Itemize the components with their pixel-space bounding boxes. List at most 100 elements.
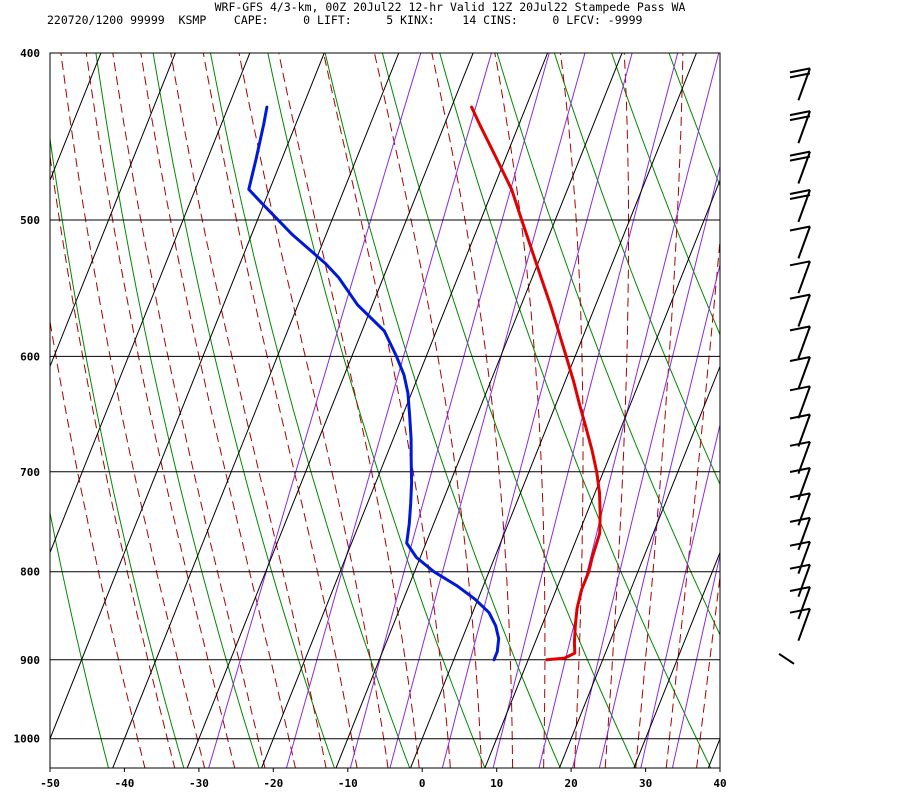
dry-adiabat-line bbox=[95, 53, 260, 768]
isotherm-line bbox=[50, 53, 325, 741]
wind-barb-staff bbox=[797, 326, 811, 359]
isotherm-line bbox=[707, 737, 720, 768]
isotherm-line bbox=[558, 365, 720, 768]
wind-barb-feather bbox=[789, 385, 811, 392]
mixing-ratio-line bbox=[640, 422, 720, 768]
temperature-tick-label: 40 bbox=[713, 777, 726, 790]
isotherm-line bbox=[186, 53, 474, 768]
wind-barb bbox=[789, 325, 811, 359]
isotherm-line bbox=[633, 551, 720, 768]
wind-barb bbox=[789, 467, 811, 501]
dry-adiabat-line bbox=[496, 53, 720, 636]
wind-barb-staff bbox=[797, 226, 811, 259]
wind-barb-feather bbox=[789, 194, 811, 200]
plot-frame bbox=[49, 52, 721, 769]
moist-adiabat-line bbox=[323, 53, 451, 768]
wind-barb-feather bbox=[789, 225, 811, 232]
pressure-tick-label: 400 bbox=[20, 47, 40, 60]
sounding-indices-line: 220720/1200 99999 KSMP CAPE: 0 LIFT: 5 K… bbox=[47, 13, 643, 27]
wind-barb-staff bbox=[797, 564, 811, 598]
wind-barb-staff bbox=[797, 414, 811, 447]
temperature-tick-label: 0 bbox=[419, 777, 426, 790]
wind-barb-feather bbox=[789, 72, 811, 79]
isotherm-line bbox=[335, 53, 623, 768]
dry-adiabat-line bbox=[50, 135, 185, 768]
sounding-profiles bbox=[247, 105, 602, 662]
pressure-axis: 400 500 600 700 800 900 1000 bbox=[14, 47, 41, 746]
isotherm-line bbox=[409, 53, 697, 768]
dry-adiabat-line bbox=[324, 53, 561, 768]
temperature-tick-label: 10 bbox=[490, 777, 503, 790]
wind-barb-staff bbox=[797, 294, 811, 327]
mixing-ratio-line bbox=[285, 53, 492, 768]
wind-barb-staff bbox=[797, 541, 811, 574]
wind-barb bbox=[778, 652, 795, 665]
moist-adiabat-line bbox=[604, 53, 630, 768]
moist-adiabat-line bbox=[665, 234, 720, 768]
wind-barb-feather bbox=[789, 150, 811, 157]
moist-adiabat-line bbox=[85, 53, 236, 768]
temperature-tick-label: 20 bbox=[564, 777, 577, 790]
mixing-ratio-line bbox=[492, 53, 679, 768]
mixing-ratio-line bbox=[389, 53, 586, 768]
wind-barb-staff bbox=[797, 385, 811, 419]
wind-barb-staff bbox=[797, 356, 811, 390]
wind-barb bbox=[789, 385, 811, 419]
temperature-tick-label: 30 bbox=[639, 777, 652, 790]
isotherm-line bbox=[50, 53, 251, 554]
dry-adiabat-line bbox=[152, 53, 335, 768]
wind-barb-staff bbox=[797, 467, 811, 501]
wind-barb-feather bbox=[789, 110, 811, 117]
pressure-tick-label: 1000 bbox=[14, 733, 41, 746]
pressure-tick-label: 900 bbox=[20, 654, 40, 667]
wind-barb bbox=[789, 67, 811, 101]
wind-barb-staff bbox=[797, 517, 811, 551]
wind-barb bbox=[789, 225, 811, 259]
wind-barb-feather bbox=[789, 586, 811, 592]
temperature-profile bbox=[470, 105, 602, 662]
wind-barb-staff bbox=[797, 608, 811, 642]
wind-barb-feather bbox=[789, 325, 811, 332]
pressure-tick-label: 800 bbox=[20, 566, 40, 579]
wind-barbs bbox=[778, 67, 811, 665]
dewpoint-profile bbox=[247, 105, 501, 662]
wind-barb bbox=[789, 110, 811, 144]
mixing-ratio-line bbox=[349, 53, 550, 768]
wind-barb-staff bbox=[797, 493, 811, 526]
dry-adiabat-line bbox=[50, 510, 110, 768]
dry-adiabat-line bbox=[881, 15, 900, 800]
wind-barb bbox=[789, 189, 811, 223]
wind-barb bbox=[789, 260, 811, 294]
isotherm-line bbox=[484, 178, 720, 768]
pressure-tick-label: 600 bbox=[20, 350, 40, 363]
isotherm-line bbox=[840, 15, 900, 800]
moist-adiabat-line bbox=[373, 53, 483, 768]
wind-barb bbox=[789, 150, 811, 184]
pressure-tick-label: 500 bbox=[20, 214, 40, 227]
wind-barb-feather bbox=[789, 293, 811, 300]
mixing-ratio-line bbox=[208, 53, 422, 768]
wind-barb-feather bbox=[789, 115, 811, 122]
isotherm-line bbox=[0, 15, 42, 800]
temperature-tick-label: -50 bbox=[40, 777, 60, 790]
wind-barb-staff bbox=[797, 586, 811, 620]
wind-barb-feather bbox=[789, 607, 811, 614]
temperature-tick-label: -10 bbox=[338, 777, 358, 790]
wind-barb-feather bbox=[789, 67, 811, 74]
temperature-axis: -50 -40 -30 -20 -10 0 10 20 30 40 bbox=[40, 768, 727, 790]
wind-barb bbox=[789, 293, 811, 327]
wind-barb-feather bbox=[789, 260, 811, 267]
wind-barb-staff bbox=[797, 441, 811, 475]
wind-barb-feather bbox=[789, 356, 811, 362]
mixing-ratio-line bbox=[671, 553, 720, 768]
chart-title: WRF-GFS 4/3-km, 00Z 20Jul22 12-hr Valid … bbox=[214, 0, 686, 14]
pressure-tick-label: 700 bbox=[20, 466, 40, 479]
dry-adiabat-line bbox=[768, 15, 900, 800]
wind-barb-staff bbox=[778, 652, 795, 665]
dry-adiabat-line bbox=[712, 15, 900, 800]
moist-adiabat-line bbox=[112, 53, 266, 768]
dry-adiabat-line bbox=[381, 53, 637, 768]
mixing-ratio-line bbox=[598, 262, 720, 768]
wind-barb bbox=[789, 586, 811, 620]
